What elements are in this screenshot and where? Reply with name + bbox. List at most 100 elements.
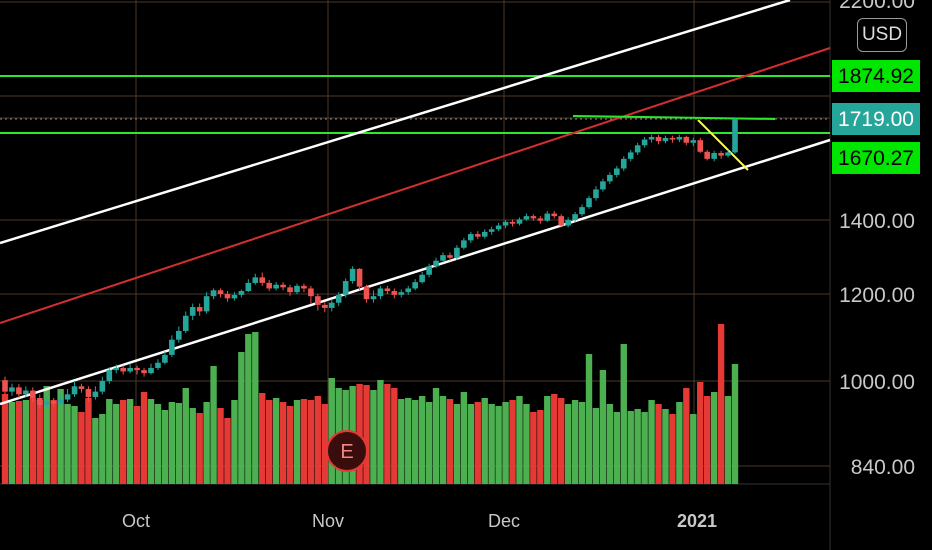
volume-bar	[210, 366, 217, 484]
y-tick-label: 1200.00	[839, 284, 915, 307]
volume-bar	[279, 402, 287, 484]
candle-body	[238, 291, 245, 295]
volume-bar	[154, 404, 162, 484]
volume-bar	[411, 400, 419, 484]
x-tick-label: Nov	[312, 511, 344, 531]
volume-bar	[481, 398, 488, 484]
volume-bar	[196, 413, 203, 484]
volume-bar	[467, 404, 475, 484]
candle-body	[78, 386, 85, 389]
candle-body	[99, 381, 106, 392]
currency-button[interactable]: USD	[857, 18, 907, 52]
candle-body	[36, 398, 43, 405]
candle-body	[328, 302, 335, 308]
candle-body	[579, 207, 585, 215]
candle-body	[704, 151, 710, 159]
candle-body	[502, 221, 509, 226]
candle-body	[669, 137, 676, 140]
volume-bar	[690, 414, 697, 484]
volume-bar	[641, 412, 648, 484]
candle-body	[419, 274, 425, 283]
candle-body	[356, 268, 363, 287]
volume-bar	[272, 398, 280, 484]
candle-body	[155, 362, 161, 368]
volume-bar	[377, 380, 384, 484]
volume-bar	[432, 388, 440, 484]
candle-body	[600, 181, 606, 190]
volume-bar	[655, 404, 662, 484]
candle-body	[308, 288, 314, 297]
candle-body	[412, 282, 418, 289]
candle-body	[593, 189, 599, 199]
volume-bar	[516, 396, 523, 484]
volume-bar	[697, 382, 704, 484]
candle-body	[523, 216, 530, 220]
volume-bar	[676, 402, 683, 484]
candle-body	[349, 268, 356, 282]
candle-body	[141, 370, 147, 374]
volume-bar	[189, 408, 196, 484]
y-tick-label: 2200.00	[839, 0, 915, 13]
volume-bar	[252, 332, 259, 484]
candle-body	[259, 277, 266, 283]
volume-bar	[92, 418, 99, 484]
candle-body	[454, 247, 460, 258]
candle-body	[481, 231, 488, 237]
candle-body	[648, 136, 655, 140]
volume-bar	[731, 364, 739, 484]
y-tick-label: 1400.00	[839, 210, 915, 233]
candle-body	[627, 152, 634, 159]
volume-bar	[286, 406, 294, 484]
candle-body	[85, 388, 92, 397]
channel-mid-line	[0, 47, 831, 324]
volume-bar	[530, 412, 537, 484]
volume-bar	[370, 390, 377, 484]
volume-bar	[133, 406, 141, 484]
candle-body	[9, 387, 15, 392]
resistance-line	[572, 115, 776, 120]
channel-upper-line	[0, 0, 791, 245]
candle-body	[113, 367, 120, 371]
candle-body	[544, 213, 551, 221]
volume-bar	[126, 399, 134, 484]
volume-bar	[425, 402, 433, 484]
volume-bar	[203, 402, 210, 484]
candle-body	[315, 296, 321, 305]
volume-bar	[488, 404, 495, 484]
volume-bar	[238, 352, 245, 484]
candle-body	[92, 391, 99, 397]
candle-body	[683, 136, 690, 143]
volume-bar	[29, 398, 37, 484]
volume-bar	[22, 400, 30, 484]
volume-bar	[391, 388, 398, 484]
volume-bar	[300, 399, 308, 484]
candle-body	[565, 220, 571, 226]
volume-bar	[405, 398, 412, 484]
volume-bar	[36, 400, 43, 484]
candle-body	[495, 225, 502, 230]
volume-bar	[648, 400, 655, 484]
volume-bar	[585, 354, 593, 484]
candle-body	[71, 386, 78, 395]
volume-bar	[328, 378, 335, 484]
candle-body	[530, 216, 537, 219]
volume-bar	[537, 410, 544, 484]
volume-bar	[321, 404, 329, 484]
candle-body	[287, 287, 293, 293]
volume-bar	[606, 404, 614, 484]
candle-body	[322, 304, 328, 308]
candle-body	[273, 284, 279, 289]
candle-body	[217, 290, 224, 294]
volume-bar	[592, 408, 600, 484]
volume-bar	[293, 400, 301, 484]
candle-body	[509, 221, 516, 224]
volume-bar	[64, 404, 71, 484]
candle-body	[203, 296, 210, 312]
volume-bar	[147, 399, 155, 484]
volume-bar	[703, 396, 711, 484]
volume-bar	[182, 388, 189, 484]
candle-body	[440, 255, 446, 261]
candle-body	[127, 367, 133, 372]
volume-bar	[453, 404, 461, 484]
